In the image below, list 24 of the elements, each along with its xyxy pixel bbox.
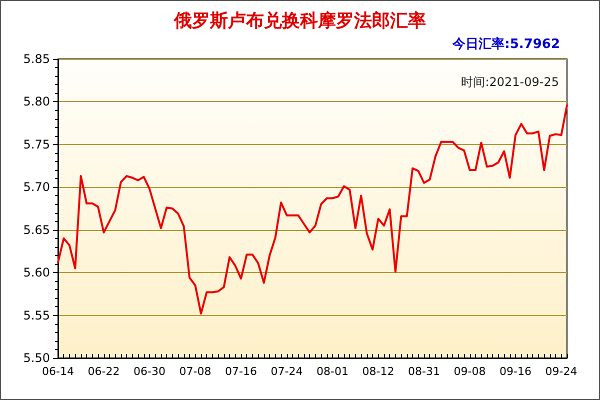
y-tick-label: 5.85 [23, 52, 50, 66]
y-tick-label: 5.55 [23, 308, 50, 322]
chart-subtitle: 今日汇率:5.7962 [452, 36, 560, 52]
y-tick-label: 5.60 [23, 266, 50, 280]
x-tick-label: 06-30 [134, 365, 166, 378]
chart-title: 俄罗斯卢布兑换科摩罗法郎汇率 [173, 10, 426, 32]
x-tick-label: 07-16 [225, 365, 257, 378]
annotation: 时间:2021-09-25 [461, 75, 559, 89]
x-tick-label: 06-14 [42, 365, 74, 378]
x-tick-label: 08-12 [362, 365, 394, 378]
y-tick-label: 5.65 [23, 222, 50, 237]
x-tick-label: 08-31 [408, 365, 440, 378]
x-tick-label: 06-22 [88, 365, 120, 378]
x-tick-label: 08-01 [316, 365, 348, 378]
y-tick-label: 5.50 [23, 351, 50, 365]
x-tick-label: 07-08 [179, 365, 212, 378]
x-tick-label: 09-16 [500, 365, 532, 378]
x-tick-label: 09-24 [545, 365, 578, 378]
y-tick-label: 5.70 [23, 180, 50, 194]
x-tick-label: 07-24 [270, 365, 303, 378]
x-tick-label: 09-08 [454, 365, 486, 378]
line-series [57, 104, 568, 315]
y-tick-label: 5.80 [23, 94, 50, 109]
y-tick-label: 5.75 [23, 137, 50, 152]
